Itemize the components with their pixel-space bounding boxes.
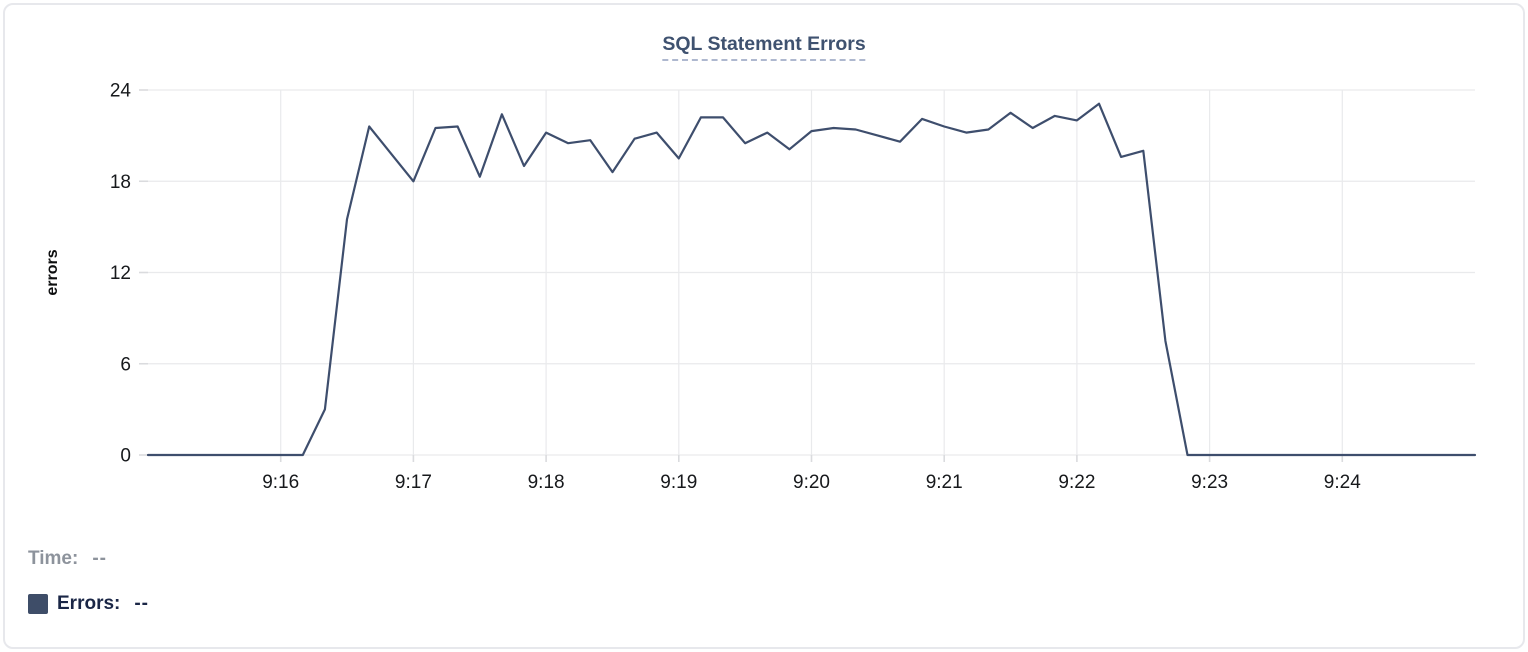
hover-readout-time: Time: --: [28, 548, 107, 570]
y-tick-label: 18: [110, 172, 131, 193]
chart-card: SQL Statement Errors 0 6 12 18 24 9:16 9:17 9:1…: [3, 3, 1525, 649]
series-line-errors: [146, 102, 1477, 457]
chart-title[interactable]: SQL Statement Errors: [662, 33, 866, 61]
y-axis-label: errors: [44, 249, 61, 295]
errors-series-swatch: [28, 594, 48, 614]
x-tick-label: 9:24: [1324, 472, 1361, 493]
x-tick-label: 9:20: [793, 472, 830, 493]
legend-item-errors: Errors: --: [28, 593, 149, 615]
y-tick-label: 0: [120, 446, 131, 467]
x-tick-label: 9:22: [1058, 472, 1095, 493]
y-tick-label: 6: [120, 354, 131, 375]
x-tick-label: 9:17: [395, 472, 432, 493]
y-tick-label: 24: [110, 81, 132, 102]
x-tick-label: 9:21: [926, 472, 963, 493]
time-value: --: [92, 548, 107, 569]
x-tick-label: 9:19: [660, 472, 697, 493]
x-tick-label: 9:18: [528, 472, 565, 493]
x-tick-label: 9:23: [1191, 472, 1228, 493]
errors-value: --: [134, 593, 150, 614]
x-tick-label: 9:16: [262, 472, 299, 493]
time-label: Time:: [28, 548, 79, 569]
errors-label: Errors:: [57, 593, 121, 614]
y-tick-label: 12: [110, 263, 131, 284]
errors-line-chart: 0 6 12 18 24 9:16 9:17 9:18 9:19 9:20 9:21 9:22 9:23…: [44, 81, 1477, 493]
